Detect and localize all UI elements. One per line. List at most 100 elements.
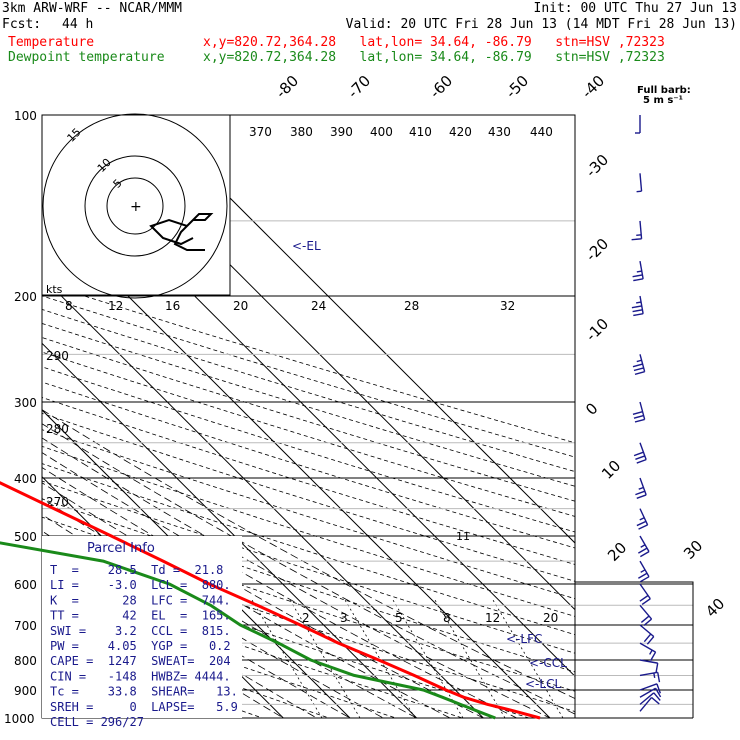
forecast-label: Fcst:: [2, 17, 42, 32]
dry-adiabat: [42, 309, 575, 472]
hodograph-units: kts: [46, 283, 63, 296]
parcel-info-table: T = 28.5 Td = 21.8LI = -3.0 LCL = 880.K …: [50, 563, 238, 729]
parcel-info-row: CIN = -148 HWBZ= 4444.: [50, 669, 231, 683]
isotherm-label: -10: [582, 315, 612, 345]
dry-adiabat: [42, 596, 422, 718]
parcel-info-row: TT = 42 EL = 165.: [50, 609, 231, 623]
mixing-ratio-label: 8: [443, 611, 451, 625]
theta-e-label: 440: [530, 125, 553, 139]
parcel-info-title: Parcel Info: [87, 541, 155, 556]
pressure-label: 1000: [4, 712, 35, 726]
wind-barb: [635, 115, 641, 134]
pressure-label: 300: [14, 396, 37, 410]
wind-barb: [639, 642, 657, 662]
isotach-label: 32: [500, 299, 515, 313]
isotherm-label: 30: [680, 537, 706, 563]
theta-e-label: 390: [330, 125, 353, 139]
isotach-label: 28: [404, 299, 419, 313]
isotherm-label: -40: [578, 72, 608, 102]
parcel-info-row: LI = -3.0 LCL = 880.: [50, 578, 231, 592]
wind-barb: [632, 401, 646, 423]
wind-barb: [639, 671, 661, 683]
parcel-info-row: CELL = 296/27: [50, 715, 144, 729]
wind-barb: [633, 442, 647, 464]
wind-barb: [632, 354, 646, 375]
isotherm-line: [146, 115, 575, 544]
lfc-marker: <-LFC: [506, 632, 542, 646]
wind-barb: [639, 683, 661, 694]
moist-adiabat: [42, 452, 530, 718]
parcel-info-row: PW = 4.05 YGP = 0.2: [50, 639, 231, 653]
dry-adiabat: [42, 555, 558, 718]
full-barb-units: 5 m s⁻¹: [643, 95, 683, 106]
pressure-label: 900: [14, 684, 37, 698]
dry-adiabat: [42, 498, 575, 673]
isotherm-label: -80: [272, 72, 302, 102]
wind-barb: [639, 624, 655, 645]
init-time: Init: 00 UTC Thu 27 Jun 13: [533, 1, 738, 16]
mixing-ratio-label: 20: [543, 611, 558, 625]
dewpoint-legend-label: Dewpoint temperature: [8, 50, 165, 65]
dry-adiabat: [42, 295, 575, 458]
dry-adiabat: [42, 322, 575, 487]
moist-adiabat: [42, 437, 564, 718]
model-title: 3km ARW-WRF -- NCAR/MMM: [2, 1, 183, 16]
plot-frame: [41, 114, 576, 719]
wind-barb: [631, 220, 643, 241]
isotherm-label: 0: [582, 399, 601, 418]
dry-adiabat: [42, 429, 575, 600]
isotherm-label: -60: [426, 72, 456, 102]
full-barb-label: Full barb:: [637, 85, 691, 96]
moist-adiabat: [42, 530, 361, 718]
theta-e-label: 410: [409, 125, 432, 139]
wind-barb: [639, 659, 659, 674]
isotherm-label: -50: [502, 72, 532, 102]
parcel-info-row: SWI = 3.2 CCL = 815.: [50, 624, 231, 638]
theta-e-label: 380: [290, 125, 313, 139]
isotherm-label: -70: [344, 72, 374, 102]
hodograph-center: +: [130, 199, 142, 215]
theta-e-label: 400: [370, 125, 393, 139]
dry-adiabat: [42, 337, 575, 502]
parcel-info-row: T = 28.5 Td = 21.8: [50, 563, 223, 577]
wind-barb: [636, 508, 649, 530]
temperature-location: x,y=820.72,364.28 lat,lon= 34.64, -86.79…: [203, 35, 665, 50]
parcel-info-row: Tc = 33.8 SHEAR= 13.: [50, 685, 238, 699]
mixing-ratio-label: 3: [340, 611, 348, 625]
dewpoint-location: x,y=820.72,364.28 lat,lon= 34.64, -86.79…: [203, 50, 665, 65]
dry-adiabat: [42, 281, 575, 444]
moist-adiabat: [42, 497, 429, 718]
el-marker: <-EL: [292, 239, 321, 253]
dry-adiabat: [42, 516, 575, 692]
mixing-ratio-label: 12: [485, 611, 500, 625]
wind-barb: [639, 604, 653, 627]
hodograph-ring: [84, 155, 186, 257]
pressure-label: 400: [14, 472, 37, 486]
moist-adiabat: [42, 409, 575, 699]
hodograph-trace: [149, 213, 214, 251]
theta-label: 290: [46, 349, 69, 363]
frame-extension: [574, 540, 694, 718]
temperature-legend-label: Temperature: [8, 35, 95, 50]
pressure-label: 700: [14, 619, 37, 633]
pressure-label: 200: [14, 290, 37, 304]
isotherm-label: 10: [598, 457, 624, 483]
lcl-marker: <-LCL: [525, 677, 561, 691]
wind-barb: [639, 687, 662, 698]
isotherm-label: 20: [604, 539, 630, 565]
parcel-info-row: SREH = 0 LAPSE= 5.9: [50, 700, 238, 714]
theta-label: 270: [46, 495, 69, 509]
wind-barb: [636, 173, 643, 193]
dewpoint-line: [0, 541, 496, 720]
isotherm-line: [42, 275, 484, 718]
wind-barb: [638, 535, 650, 558]
isotach-label: 20: [233, 299, 248, 313]
theta-e-label: 430: [488, 125, 511, 139]
wind-barb: [635, 477, 647, 499]
hodograph-ring: [106, 177, 164, 235]
pressure-label: 800: [14, 654, 37, 668]
wind-barb: [632, 261, 644, 282]
mixing-ratio-label: 5: [395, 611, 403, 625]
